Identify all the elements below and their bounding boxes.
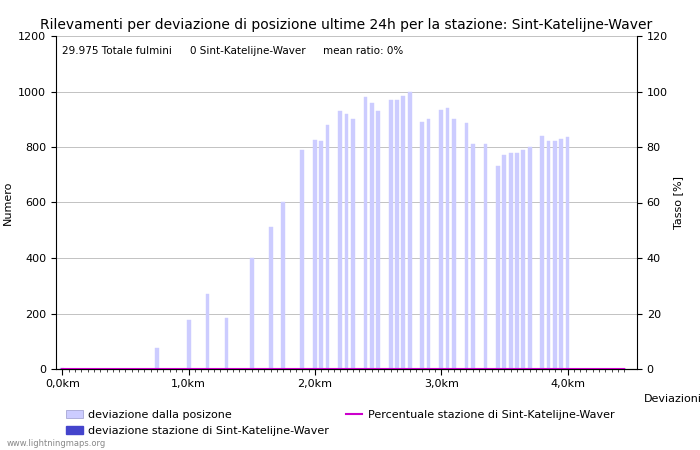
Bar xyxy=(250,258,253,369)
Bar xyxy=(566,137,569,369)
Bar xyxy=(269,227,272,369)
Bar xyxy=(363,97,368,369)
Bar xyxy=(465,123,468,369)
Title: Rilevamenti per deviazione di posizione ultime 24h per la stazione: Sint-Katelij: Rilevamenti per deviazione di posizione … xyxy=(41,18,652,32)
Text: 0 Sint-Katelijne-Waver: 0 Sint-Katelijne-Waver xyxy=(190,46,305,56)
Bar xyxy=(446,108,449,369)
Bar xyxy=(326,125,330,369)
Bar xyxy=(547,141,550,369)
Legend: deviazione dalla posizone, deviazione stazione di Sint-Katelijne-Waver, Percentu: deviazione dalla posizone, deviazione st… xyxy=(62,405,619,440)
Bar xyxy=(313,140,317,369)
Bar xyxy=(395,100,399,369)
Bar xyxy=(509,153,512,369)
Bar xyxy=(471,144,475,369)
Y-axis label: Tasso [%]: Tasso [%] xyxy=(673,176,683,229)
Bar xyxy=(376,111,380,369)
Bar xyxy=(389,100,393,369)
Bar xyxy=(351,119,355,369)
Bar xyxy=(427,119,430,369)
Bar xyxy=(421,122,424,369)
Bar xyxy=(319,141,323,369)
Bar xyxy=(370,103,374,369)
Text: mean ratio: 0%: mean ratio: 0% xyxy=(323,46,403,56)
Bar xyxy=(540,136,544,369)
Bar xyxy=(559,139,563,369)
Bar xyxy=(225,318,228,369)
Bar xyxy=(484,144,487,369)
Text: 29.975 Totale fulmini: 29.975 Totale fulmini xyxy=(62,46,172,56)
Bar xyxy=(440,109,443,369)
Bar xyxy=(408,91,412,369)
Bar xyxy=(503,155,506,369)
Bar xyxy=(206,294,209,369)
Bar xyxy=(515,153,519,369)
Text: Deviazioni: Deviazioni xyxy=(644,394,700,404)
Text: www.lightningmaps.org: www.lightningmaps.org xyxy=(7,439,106,448)
Y-axis label: Numero: Numero xyxy=(3,180,13,225)
Bar xyxy=(187,320,190,369)
Bar xyxy=(452,119,456,369)
Bar xyxy=(60,368,64,369)
Bar xyxy=(281,202,285,369)
Bar xyxy=(344,114,349,369)
Bar xyxy=(496,166,500,369)
Bar xyxy=(338,111,342,369)
Bar xyxy=(155,348,159,369)
Bar xyxy=(401,96,405,369)
Bar xyxy=(522,150,525,369)
Bar xyxy=(553,141,556,369)
Bar xyxy=(300,150,304,369)
Bar xyxy=(528,147,531,369)
